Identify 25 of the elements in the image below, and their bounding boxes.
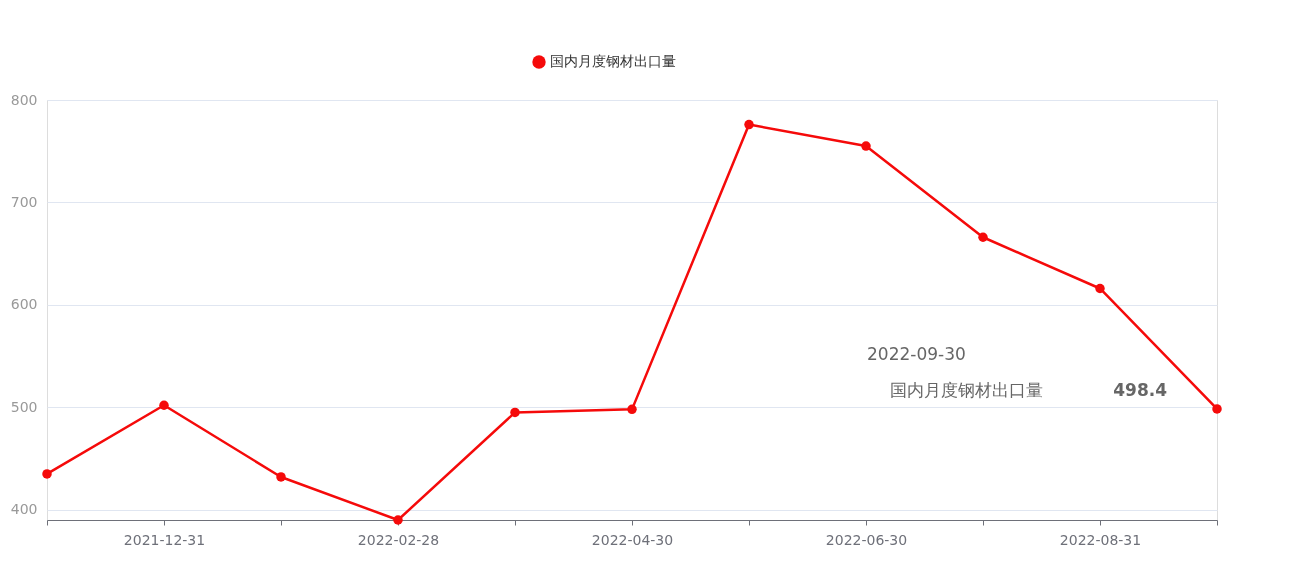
point: [42, 469, 52, 479]
point: [978, 232, 988, 242]
y-tick-label: 800: [10, 91, 38, 108]
annotation: 498.4: [1113, 380, 1168, 400]
point: [159, 400, 169, 410]
point: [276, 472, 286, 482]
x-tick-label: 2022-04-30: [591, 531, 674, 548]
y-tick-label: 700: [10, 193, 38, 210]
point: [861, 141, 871, 151]
point: [627, 404, 637, 415]
point: [393, 515, 403, 525]
point: [510, 407, 520, 418]
point: [1212, 404, 1222, 414]
y-tick-label: 600: [10, 296, 38, 313]
point: [1095, 283, 1105, 294]
annotation: 2022-09-30: [867, 344, 966, 364]
x-tick-label: 2022-02-28: [357, 531, 440, 548]
point: [744, 119, 754, 130]
y-tick-label: 500: [10, 398, 38, 415]
x-tick-label: 2022-06-30: [825, 531, 908, 548]
text: 国内月度钢材出口量: [890, 380, 1043, 400]
x-tick-label: 2021-12-31: [123, 531, 206, 548]
y-tick-label: 400: [10, 501, 38, 518]
x-tick-label: 2022-08-31: [1059, 531, 1142, 548]
legend-label: 国内月度钢材出口量: [550, 53, 676, 69]
